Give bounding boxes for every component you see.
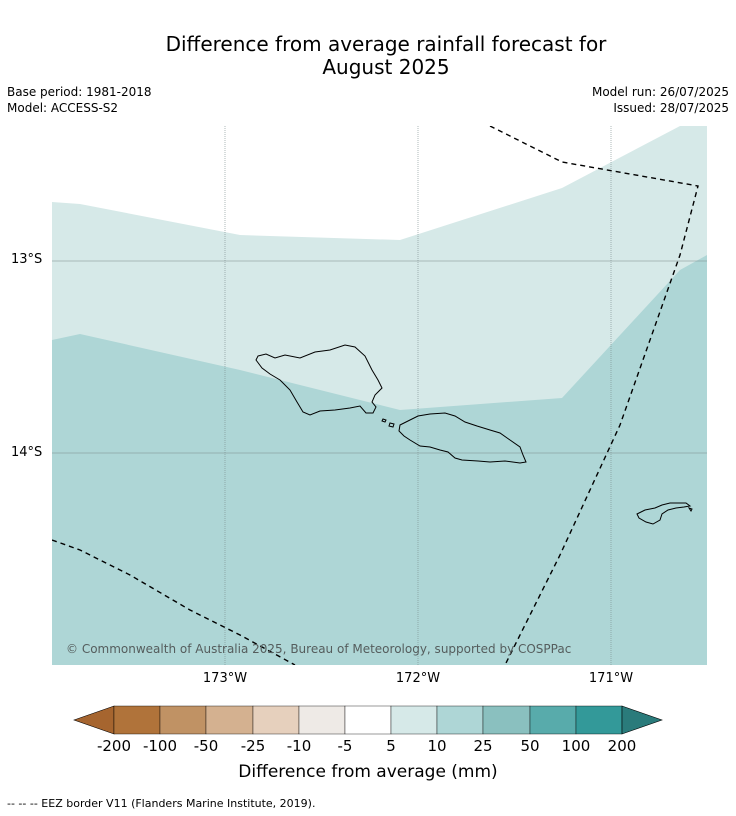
meta-right: Model run: 26/07/2025 Issued: 28/07/2025 xyxy=(592,84,729,116)
model-name: Model: ACCESS-S2 xyxy=(7,101,119,115)
colorbar-tick: 10 xyxy=(427,737,447,755)
colorbar-swatch xyxy=(252,705,300,735)
colorbar-swatch xyxy=(529,705,577,735)
colorbar-swatch xyxy=(205,705,254,735)
colorbar-tick: -100 xyxy=(142,737,178,755)
island-savaii xyxy=(255,344,383,416)
lat-label-14s: 14°S xyxy=(11,445,43,460)
title-line-1: Difference from average rainfall forecas… xyxy=(165,32,607,56)
colorbar-swatch xyxy=(482,705,531,735)
lat-label-13s: 13°S xyxy=(11,252,43,267)
colorbar-swatch xyxy=(298,705,346,735)
colorbar-tick: 200 xyxy=(607,737,637,755)
title-line-2: August 2025 xyxy=(322,55,450,79)
island-tutuila xyxy=(636,502,693,525)
colorbar-tick: -50 xyxy=(193,737,219,755)
colorbar-tick: 5 xyxy=(386,737,396,755)
colorbar-swatch xyxy=(436,705,484,735)
colorbar-label: Difference from average (mm) xyxy=(238,762,498,782)
lon-label-172w: 172°W xyxy=(395,671,441,686)
footnote: -- -- -- EEZ border V11 (Flanders Marine… xyxy=(7,797,316,810)
colorbar-swatch xyxy=(575,705,623,735)
lon-label-171w: 171°W xyxy=(588,671,634,686)
eez-border-north xyxy=(489,126,699,665)
lon-label-173w: 173°W xyxy=(202,671,248,686)
colorbar-swatch xyxy=(113,705,161,735)
colorbar-tick: 25 xyxy=(473,737,493,755)
model-run: Model run: 26/07/2025 xyxy=(591,85,729,99)
issued-date: Issued: 28/07/2025 xyxy=(613,101,729,115)
eez-border-southwest xyxy=(52,539,296,665)
copyright-notice: © Commonwealth of Australia 2025, Bureau… xyxy=(66,642,572,656)
colorbar-swatch xyxy=(159,705,207,735)
island-upolu xyxy=(398,412,527,464)
map-title: Difference from average rainfall forecas… xyxy=(0,33,736,79)
colorbar-extend-high xyxy=(621,705,663,735)
island-manono xyxy=(381,418,395,428)
colorbar-tick: 100 xyxy=(561,737,591,755)
colorbar-tick: -200 xyxy=(96,737,132,755)
meta-left: Base period: 1981-2018 Model: ACCESS-S2 xyxy=(7,84,152,116)
colorbar-tick: -25 xyxy=(240,737,266,755)
colorbar-tick: -10 xyxy=(286,737,312,755)
colorbar-extend-low xyxy=(73,705,115,735)
base-period: Base period: 1981-2018 xyxy=(7,85,152,99)
colorbar-tick: -5 xyxy=(337,737,353,755)
colorbar-tick: 50 xyxy=(520,737,540,755)
colorbar-swatch xyxy=(390,705,438,735)
colorbar-swatch xyxy=(344,705,392,735)
forecast-region-10-25 xyxy=(52,255,707,665)
